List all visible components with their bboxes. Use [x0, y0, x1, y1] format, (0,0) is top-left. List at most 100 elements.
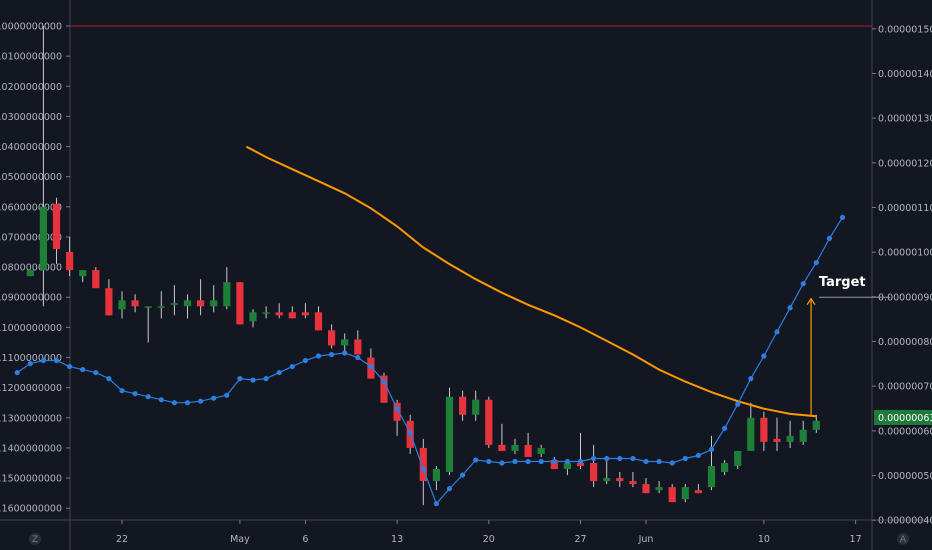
- candle-body: [249, 312, 257, 322]
- candle-up: [249, 309, 257, 328]
- blue-line-point: [617, 455, 623, 462]
- candle-down: [616, 472, 624, 488]
- blue-line-point: [433, 501, 439, 507]
- candle-up: [170, 285, 178, 316]
- right-price-axis[interactable]: 0.00000150 0.00000140 0.00000130 0.00000120…: [872, 24, 932, 527]
- blue-line-point: [211, 395, 217, 401]
- blue-line-point: [525, 458, 531, 465]
- candle-body: [655, 487, 663, 491]
- blue-line-point: [708, 446, 715, 453]
- right-axis-tick-label: 0.00000090: [878, 292, 932, 303]
- blue-line-point: [250, 377, 256, 383]
- candle-body: [419, 447, 427, 482]
- left-axis-tick-label: -0.0200000000: [0, 82, 62, 93]
- candle-body: [275, 312, 283, 316]
- candle-up: [118, 291, 126, 319]
- candle-body: [52, 203, 61, 250]
- blue-line-point: [27, 360, 33, 367]
- target-arrow-head: [806, 297, 816, 306]
- blue-line-point: [407, 430, 413, 436]
- auto-scale-icon-circle[interactable]: [897, 533, 909, 545]
- candle-up: [681, 484, 689, 503]
- blue-line-point: [656, 458, 662, 465]
- auto-scale-icon[interactable]: A: [900, 535, 907, 545]
- candle-body: [681, 487, 689, 500]
- current-price-badge: 0.00000063: [874, 409, 932, 425]
- candle-down: [328, 324, 336, 349]
- left-price-axis[interactable]: 0.0000000000 -0.0100000000 -0.0200000000 -0…: [0, 22, 70, 515]
- candle-up: [707, 435, 716, 491]
- blue-line-point: [722, 425, 728, 431]
- candle-up: [157, 291, 165, 319]
- blue-line-point: [237, 376, 243, 382]
- zoom-icon[interactable]: Z: [32, 535, 38, 545]
- candle-body: [92, 270, 100, 289]
- left-axis-tick-label: -0.0600000000: [0, 202, 62, 213]
- current-price-badge-background: [874, 409, 932, 425]
- candle-up: [511, 438, 519, 454]
- candle-up: [799, 420, 807, 445]
- candle-body: [576, 462, 585, 467]
- candle-down: [590, 444, 598, 488]
- candle-down: [773, 417, 781, 451]
- left-axis-tick-label: -0.1000000000: [0, 323, 62, 334]
- blue-line-point: [40, 357, 47, 364]
- time-axis-tick-label: 27: [574, 534, 586, 545]
- candle-body: [747, 417, 755, 451]
- blue-line-point: [263, 376, 269, 382]
- current-price-badge-label: 0.00000063: [878, 413, 932, 424]
- candle-body: [223, 282, 231, 307]
- left-axis-tick-label: -0.1300000000: [0, 413, 62, 424]
- candle-up: [537, 444, 545, 457]
- zoom-icon-circle[interactable]: [29, 533, 41, 545]
- right-axis-tick-label: 0.00000040: [878, 516, 932, 527]
- right-axis-tick-label: 0.00000080: [878, 337, 932, 348]
- candle-body: [721, 462, 729, 473]
- blue-line-point: [446, 486, 453, 492]
- blue-line-point: [604, 455, 610, 462]
- time-axis-tick-label: May: [230, 534, 250, 545]
- candle-up: [432, 466, 440, 491]
- time-axis-tick-label: 20: [483, 534, 495, 545]
- target-label: Target: [819, 275, 866, 290]
- candle-body: [314, 312, 323, 331]
- candle-down: [524, 432, 532, 457]
- right-axis-tick-label: 0.00000120: [878, 158, 932, 169]
- candle-body: [760, 417, 768, 442]
- candle-down: [668, 484, 676, 503]
- candle-body: [786, 435, 794, 442]
- time-axis[interactable]: 22 May 6 13 20 27 Jun 10 17: [116, 520, 862, 545]
- candle-body: [170, 303, 178, 305]
- blue-line-point: [14, 369, 20, 376]
- candle-body: [734, 450, 742, 467]
- blue-line-point: [368, 363, 374, 370]
- candle-down: [66, 236, 74, 277]
- blue-line-point: [460, 472, 466, 478]
- blue-line-point: [119, 388, 125, 394]
- candle-up: [210, 285, 218, 313]
- left-axis-tick-label: -0.1600000000: [0, 504, 62, 515]
- candle-body: [118, 300, 126, 310]
- candle-down: [52, 197, 61, 265]
- candle-body: [445, 396, 454, 473]
- candle-up: [812, 414, 820, 433]
- candle-body: [642, 484, 650, 494]
- blue-line-path: [16, 217, 844, 505]
- right-axis-tick-label: 0.00000050: [878, 471, 932, 482]
- candle-down: [419, 438, 427, 506]
- corner-controls[interactable]: Z A: [29, 533, 909, 545]
- candle-down: [197, 279, 205, 316]
- candle-up: [786, 420, 794, 448]
- candle-up: [747, 402, 755, 451]
- left-axis-tick-label: -0.0500000000: [0, 172, 62, 183]
- target-annotation: Target: [806, 275, 890, 415]
- candle-down: [92, 267, 100, 289]
- candle-body: [773, 438, 781, 442]
- blue-line-point: [420, 466, 426, 472]
- candle-body: [262, 312, 270, 314]
- candle-body: [603, 478, 611, 482]
- candle-body: [629, 481, 637, 485]
- candle-body: [288, 312, 296, 319]
- candle-body: [144, 306, 152, 308]
